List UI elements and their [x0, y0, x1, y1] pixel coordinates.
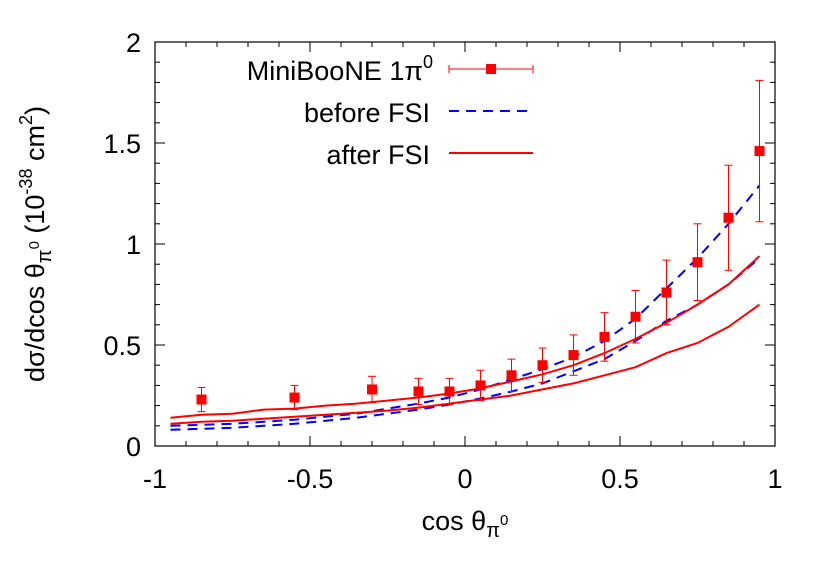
x-tick-labels: -1 -0.5 0 0.5 1: [143, 464, 783, 494]
axis-ticks: [154, 41, 776, 447]
data-point: [289, 392, 300, 403]
data-point: [754, 146, 765, 157]
data-point: [196, 394, 207, 405]
y-tick-label: 0: [126, 432, 141, 462]
y-tick-label: 0.5: [103, 331, 141, 361]
after-fsi-line-2: [170, 303, 761, 425]
x-tick-label: 1: [767, 464, 782, 494]
legend-label-after-fsi: after FSI: [326, 140, 430, 170]
x-tick-label: 0: [457, 464, 472, 494]
x-axis-label: cos θπ0: [422, 506, 509, 542]
after-fsi-line-1: [170, 255, 761, 419]
plot-marks: [170, 79, 765, 431]
data-point: [537, 360, 548, 371]
y-axis-label: dσ/dcos θπ0 (10-38 cm2): [16, 106, 56, 382]
y-tick-labels: 0 0.5 1 1.5 2: [103, 28, 141, 462]
data-point: [413, 386, 424, 397]
legend: MiniBooNE 1π0 before FSI after FSI: [247, 52, 534, 170]
legend-label-miniboone: MiniBooNE 1π0: [247, 52, 433, 86]
y-tick-label: 1: [126, 230, 141, 260]
y-tick-label: 1.5: [103, 129, 141, 159]
legend-symbols: [448, 64, 534, 154]
x-tick-label: 0.5: [601, 464, 639, 494]
legend-label-before-fsi: before FSI: [304, 98, 430, 128]
y-tick-label: 2: [126, 28, 141, 58]
data-point: [630, 311, 641, 322]
before-fsi-line-1: [170, 184, 761, 427]
data-point: [661, 287, 672, 298]
data-point: [599, 331, 610, 342]
plot-frame: [154, 41, 776, 447]
data-point: [506, 370, 517, 381]
data-point: [692, 257, 703, 268]
x-tick-label: -1: [143, 464, 167, 494]
legend-symbol-miniboone-point: [486, 64, 496, 74]
x-tick-label: -0.5: [287, 464, 334, 494]
data-point: [475, 380, 486, 391]
data-point: [723, 212, 734, 223]
data-point: [444, 386, 455, 397]
data-point: [568, 350, 579, 361]
data-point: [367, 384, 377, 395]
